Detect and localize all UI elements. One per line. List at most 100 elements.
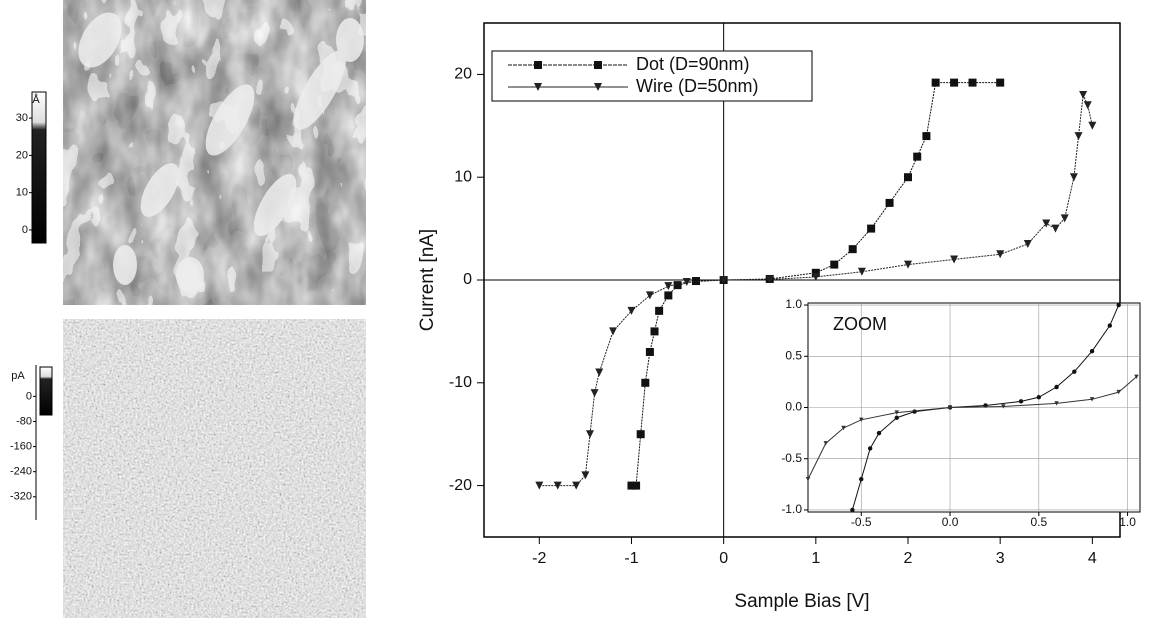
data-point (572, 481, 581, 490)
data-point (850, 507, 855, 513)
data-point (627, 481, 636, 490)
data-point (765, 275, 774, 284)
y-tick-label: 0 (463, 271, 472, 288)
data-point (1116, 302, 1121, 308)
legend-label: Wire (D=50nm) (636, 76, 759, 96)
colorbar-tick-label: 0 (22, 224, 28, 236)
colorbar-tick-label: -160 (10, 440, 32, 452)
x-tick-label: -2 (532, 550, 546, 567)
x-tick-label: 0.5 (1030, 515, 1047, 529)
colorbar-tick-label: -240 (10, 466, 32, 478)
data-point (996, 250, 1005, 259)
data-point (859, 417, 864, 422)
x-tick-label: 1 (811, 550, 820, 567)
colorbar-tick-label: -80 (16, 415, 32, 427)
colorbar-tick-label: 0 (26, 390, 32, 402)
data-point (1018, 399, 1024, 404)
data-point (1069, 173, 1078, 182)
data-point (912, 409, 917, 414)
data-point (655, 306, 664, 315)
data-point (645, 291, 654, 300)
data-point (650, 327, 659, 336)
legend-marker (534, 83, 542, 91)
colorbar-unit: Å (32, 93, 40, 106)
legend-label: Dot (D=90nm) (636, 54, 750, 74)
current-image (63, 319, 366, 618)
data-point (1107, 323, 1113, 328)
data-point (590, 389, 599, 398)
data-point (609, 327, 618, 336)
data-point (859, 477, 864, 482)
data-point (904, 260, 912, 269)
data-point (913, 152, 922, 161)
data-point (719, 276, 728, 284)
data-point (1134, 374, 1139, 379)
data-point (841, 425, 846, 431)
colorbar (31, 91, 47, 244)
data-point (805, 477, 811, 482)
data-point (950, 78, 959, 87)
data-point (641, 378, 650, 387)
data-point (673, 281, 682, 290)
data-point (811, 272, 820, 281)
data-point (867, 446, 873, 451)
y-tick-label: -20 (449, 477, 472, 494)
data-point (996, 78, 1005, 87)
y-tick-label: 0.0 (785, 400, 802, 414)
legend-marker (534, 61, 542, 69)
data-point (581, 471, 590, 480)
x-tick-label: 4 (1088, 550, 1097, 567)
data-point (1116, 389, 1121, 395)
x-tick-label: 0.0 (942, 515, 959, 529)
data-point (1074, 132, 1083, 141)
data-point (1054, 401, 1059, 406)
data-point (632, 481, 641, 490)
data-point (595, 368, 604, 377)
data-point (1079, 90, 1088, 99)
data-point (1060, 214, 1069, 223)
colorbar-tick-label: 30 (16, 112, 28, 124)
colorbar-tick-label: -320 (10, 491, 32, 503)
x-axis-label: Sample Bias [V] (734, 591, 869, 612)
data-point (692, 277, 700, 286)
data-point (894, 410, 899, 415)
data-point (830, 260, 839, 269)
data-point (586, 430, 594, 439)
y-tick-label: 10 (454, 168, 472, 185)
data-point (922, 132, 931, 141)
data-point (968, 78, 977, 87)
data-point (1089, 348, 1095, 354)
data-point (867, 224, 876, 233)
data-point (876, 430, 882, 436)
data-point (645, 347, 654, 356)
data-point (947, 405, 953, 410)
x-tick-label: -0.5 (851, 515, 872, 529)
x-tick-label: 3 (996, 550, 1005, 567)
data-point (848, 245, 857, 254)
annotation: ZOOM (833, 314, 887, 334)
data-point (1088, 121, 1097, 130)
y-tick-label: -10 (449, 374, 472, 391)
data-point (627, 306, 636, 315)
data-point (636, 430, 645, 439)
y-tick-label: 0.5 (785, 348, 802, 362)
data-point (931, 78, 940, 87)
y-tick-label: 20 (454, 66, 472, 83)
data-point (950, 255, 959, 264)
data-point (894, 415, 899, 420)
x-tick-label: 1.0 (1119, 515, 1136, 529)
data-point (1089, 397, 1095, 402)
data-point (664, 291, 673, 300)
legend-box (491, 50, 813, 102)
series-line (631, 82, 1001, 487)
data-point (823, 441, 828, 446)
legend-marker (594, 61, 602, 69)
colorbar-tick-label: 10 (16, 187, 28, 199)
y-tick-label: -0.5 (781, 451, 802, 465)
data-point (535, 481, 544, 490)
data-point (885, 198, 894, 207)
data-point (1083, 101, 1092, 110)
